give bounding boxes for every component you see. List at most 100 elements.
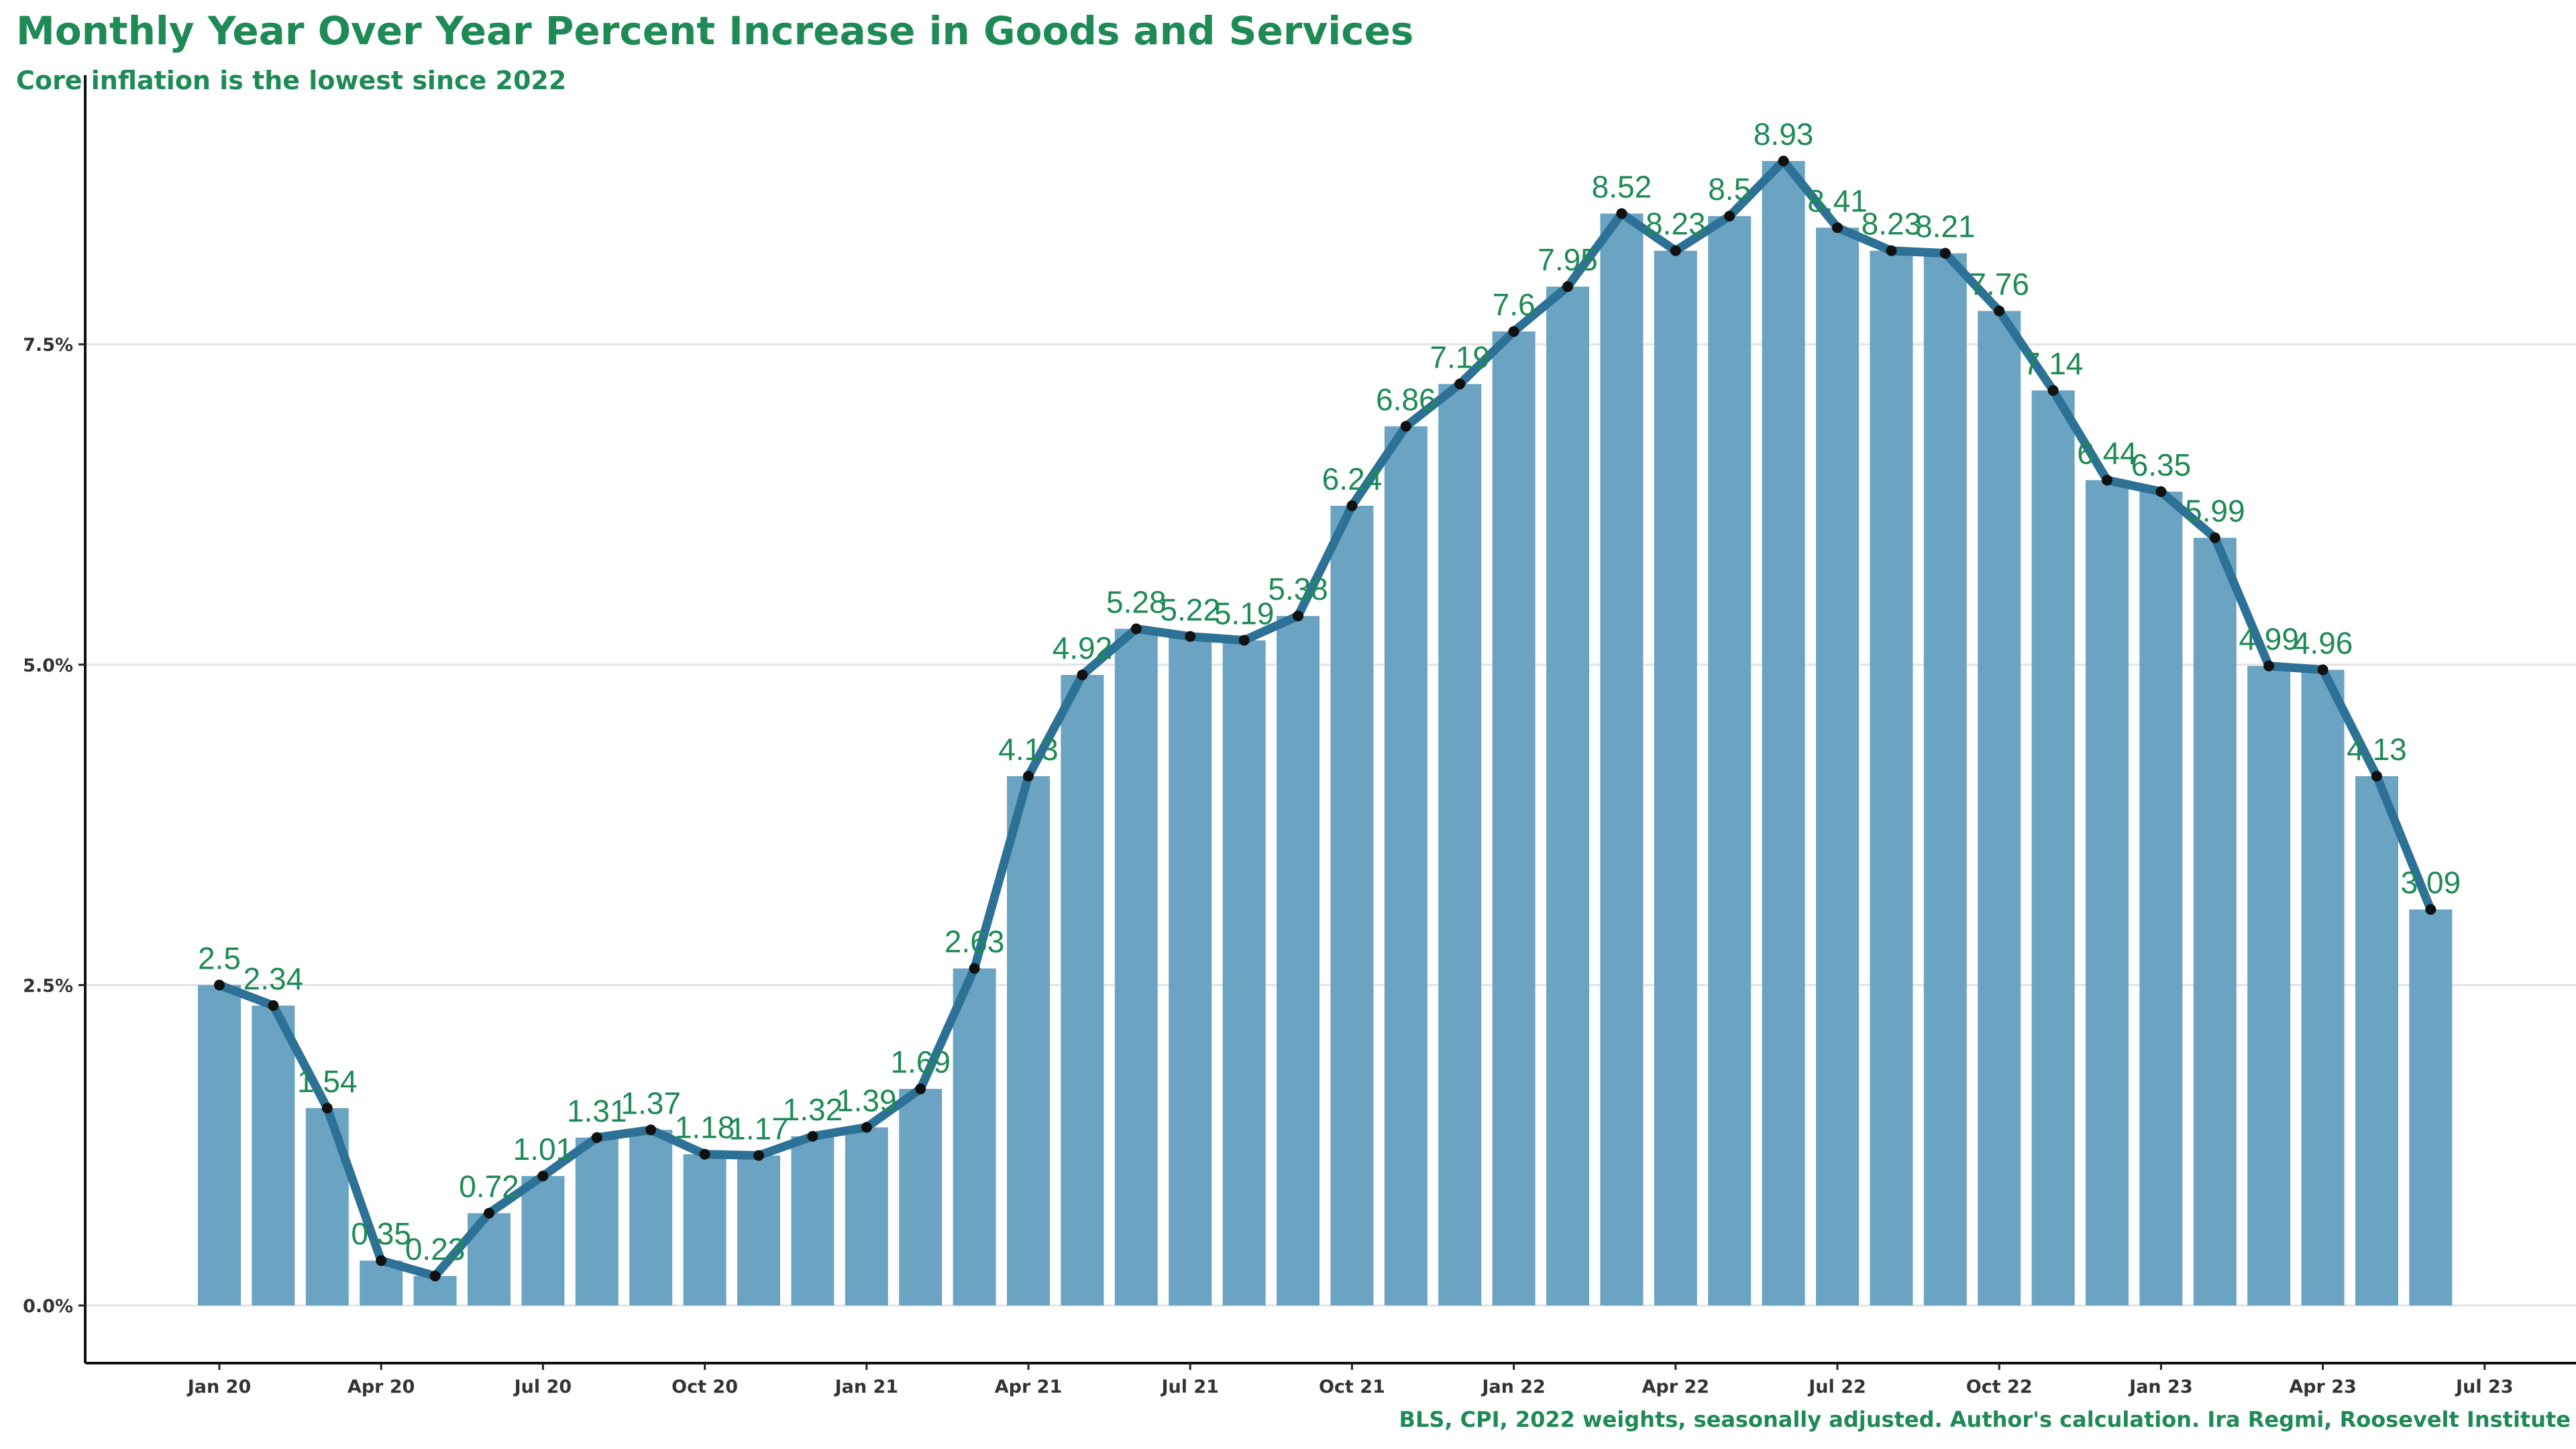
data-label: 4.99 (2239, 622, 2299, 657)
data-label: 5.22 (1160, 592, 1220, 627)
data-label: 1.01 (513, 1132, 574, 1167)
data-label: 7.19 (1430, 339, 1490, 374)
y-axis-ticks: 0.0% 2.5% 5.0% 7.5% (23, 335, 85, 1317)
x-tick-label: Jul 22 (1807, 1377, 1866, 1397)
data-point (1346, 500, 1358, 511)
data-point (861, 1122, 872, 1133)
data-point (1077, 669, 1088, 681)
data-point (321, 1102, 333, 1114)
data-point (2102, 474, 2112, 486)
bar (1708, 216, 1752, 1306)
bar (2301, 669, 2345, 1306)
data-point (969, 963, 980, 974)
x-tick-label: Apr 20 (347, 1377, 415, 1397)
bar (2355, 776, 2398, 1306)
page-title: Monthly Year Over Year Percent Increase … (16, 8, 1414, 54)
bar (1384, 426, 1428, 1306)
data-point (645, 1124, 657, 1136)
data-point (1670, 245, 1681, 256)
data-point (2317, 664, 2328, 676)
data-label: 7.6 (1493, 287, 1536, 322)
data-label: 1.31 (567, 1093, 627, 1128)
data-label: 5.99 (2185, 494, 2245, 529)
data-label: 6.35 (2131, 447, 2192, 482)
bar (845, 1127, 888, 1306)
bar (1330, 505, 1374, 1306)
data-point (753, 1150, 764, 1161)
data-label: 1.18 (675, 1110, 735, 1145)
x-tick-label: Jan 23 (2128, 1377, 2192, 1397)
data-point (1994, 305, 2005, 317)
data-label: 4.96 (2293, 625, 2353, 660)
bar (1492, 331, 1536, 1306)
data-point (429, 1271, 441, 1282)
bar (1277, 616, 1320, 1306)
x-tick-label: Jan 21 (834, 1377, 898, 1397)
data-point (1562, 281, 1573, 292)
bar (1600, 213, 1644, 1306)
data-label: 1.17 (729, 1112, 789, 1146)
bar (1169, 636, 1212, 1306)
data-point (1185, 631, 1196, 642)
x-tick-label: Jul 21 (1160, 1377, 1219, 1397)
data-label: 8.23 (1862, 207, 1922, 241)
data-point (2209, 532, 2220, 543)
bar (1114, 629, 1158, 1306)
bar (791, 1136, 835, 1306)
bar (252, 1005, 295, 1306)
x-tick-label: Jul 20 (513, 1377, 572, 1397)
data-point (2425, 904, 2436, 915)
data-label: 7.14 (2023, 346, 2084, 381)
bar (1870, 250, 1913, 1306)
data-point (807, 1130, 818, 1142)
data-point (915, 1083, 926, 1095)
x-axis-ticks: Jan 20 Apr 20 Jul 20 Oct 20 Jan 21 Apr 21 Jul … (186, 1363, 2514, 1397)
y-tick-label: 7.5% (23, 335, 73, 356)
data-point (1293, 610, 1303, 622)
data-point (1130, 623, 1142, 635)
data-point (1508, 326, 1519, 337)
bar (1816, 227, 1859, 1306)
data-label: 5.19 (1214, 596, 1275, 631)
data-point (591, 1132, 602, 1143)
bars (198, 161, 2453, 1306)
data-point (1832, 222, 1843, 233)
data-label: 4.92 (1053, 631, 1113, 665)
x-tick-label: Jul 23 (2455, 1377, 2514, 1397)
x-tick-label: Jan 22 (1481, 1377, 1545, 1397)
data-label: 8.5 (1708, 172, 1751, 207)
bar (1654, 250, 1697, 1306)
data-point (1454, 378, 1466, 390)
data-label: 6.86 (1376, 382, 1436, 417)
x-tick-label: Jan 20 (186, 1377, 251, 1397)
data-point (1724, 211, 1735, 222)
bar (953, 968, 996, 1306)
data-point (2047, 384, 2059, 396)
bar (1061, 675, 1104, 1306)
bar (521, 1176, 565, 1306)
points (214, 156, 2436, 1282)
data-label: 4.13 (2347, 732, 2407, 767)
bar (629, 1130, 673, 1306)
trend-line (215, 156, 2435, 1281)
data-label: 7.95 (1538, 242, 1598, 277)
data-label: 1.54 (297, 1064, 358, 1099)
data-point (2371, 771, 2382, 782)
data-point (1886, 245, 1897, 256)
bar (2193, 537, 2237, 1306)
bar (1923, 253, 1967, 1306)
data-point (1778, 156, 1789, 166)
data-point (484, 1208, 494, 1219)
bar (2086, 480, 2129, 1306)
x-tick-label: Apr 21 (995, 1377, 1063, 1397)
data-label: 0.72 (459, 1169, 519, 1203)
data-point (376, 1255, 387, 1267)
data-label: 4.13 (998, 732, 1059, 767)
data-label: 3.09 (2401, 865, 2461, 900)
x-tick-label: Oct 20 (672, 1377, 738, 1397)
data-label: 2.34 (244, 961, 304, 996)
data-point (214, 979, 225, 991)
data-point (268, 1000, 279, 1011)
data-label: 6.24 (1322, 462, 1383, 496)
